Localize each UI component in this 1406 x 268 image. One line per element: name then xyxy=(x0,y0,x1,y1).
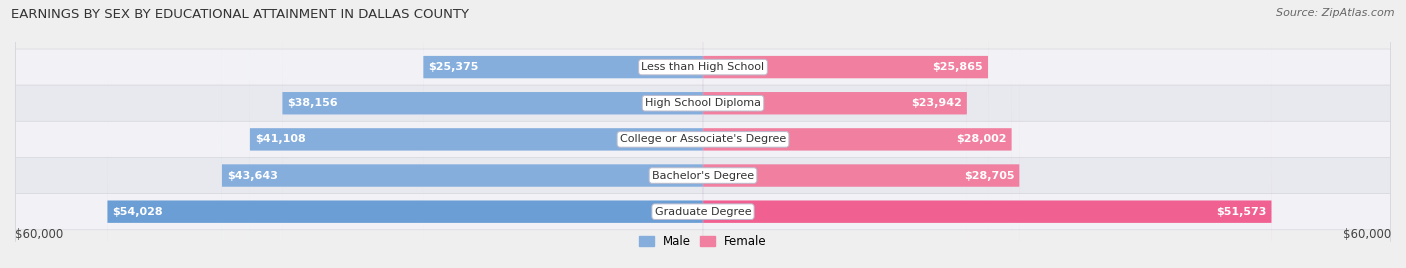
FancyBboxPatch shape xyxy=(107,6,703,268)
FancyBboxPatch shape xyxy=(15,0,1391,268)
Text: College or Associate's Degree: College or Associate's Degree xyxy=(620,134,786,144)
Text: EARNINGS BY SEX BY EDUCATIONAL ATTAINMENT IN DALLAS COUNTY: EARNINGS BY SEX BY EDUCATIONAL ATTAINMEN… xyxy=(11,8,470,21)
Text: $23,942: $23,942 xyxy=(911,98,962,108)
FancyBboxPatch shape xyxy=(703,0,1012,268)
FancyBboxPatch shape xyxy=(15,0,1391,268)
Text: $25,375: $25,375 xyxy=(429,62,479,72)
Text: $60,000: $60,000 xyxy=(1343,228,1391,241)
FancyBboxPatch shape xyxy=(703,0,988,268)
Text: $38,156: $38,156 xyxy=(288,98,339,108)
Text: Graduate Degree: Graduate Degree xyxy=(655,207,751,217)
Text: High School Diploma: High School Diploma xyxy=(645,98,761,108)
FancyBboxPatch shape xyxy=(703,0,967,268)
FancyBboxPatch shape xyxy=(283,0,703,268)
FancyBboxPatch shape xyxy=(703,0,1019,268)
FancyBboxPatch shape xyxy=(15,0,1391,268)
Legend: Male, Female: Male, Female xyxy=(634,230,772,252)
Text: $41,108: $41,108 xyxy=(254,134,305,144)
Text: Source: ZipAtlas.com: Source: ZipAtlas.com xyxy=(1277,8,1395,18)
FancyBboxPatch shape xyxy=(703,6,1271,268)
Text: $28,705: $28,705 xyxy=(963,170,1014,181)
FancyBboxPatch shape xyxy=(423,0,703,268)
Text: $43,643: $43,643 xyxy=(228,170,278,181)
FancyBboxPatch shape xyxy=(250,0,703,268)
Text: Less than High School: Less than High School xyxy=(641,62,765,72)
Text: $51,573: $51,573 xyxy=(1216,207,1267,217)
FancyBboxPatch shape xyxy=(15,0,1391,268)
FancyBboxPatch shape xyxy=(15,0,1391,268)
Text: $54,028: $54,028 xyxy=(112,207,163,217)
Text: $60,000: $60,000 xyxy=(15,228,63,241)
Text: $25,865: $25,865 xyxy=(932,62,983,72)
FancyBboxPatch shape xyxy=(222,0,703,268)
Text: Bachelor's Degree: Bachelor's Degree xyxy=(652,170,754,181)
Text: $28,002: $28,002 xyxy=(956,134,1007,144)
